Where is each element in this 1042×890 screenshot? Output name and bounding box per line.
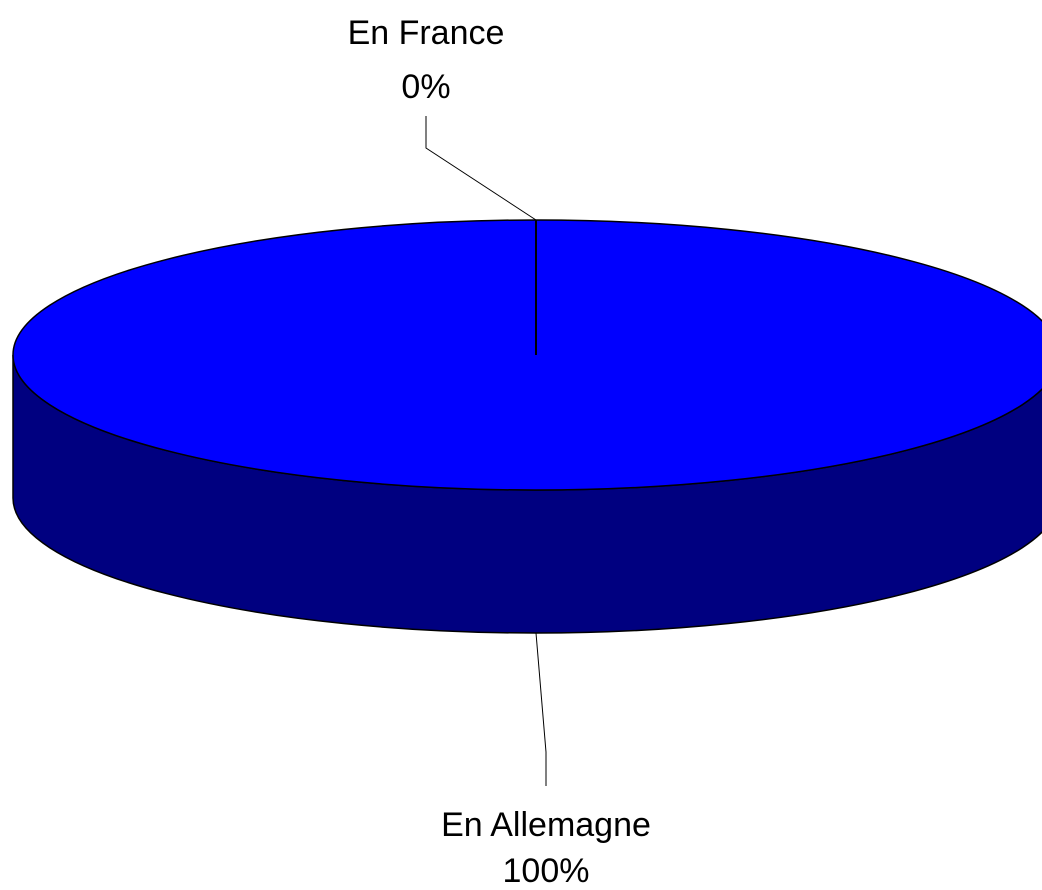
- leader-line-en-allemagne: [535, 632, 547, 786]
- data-value-en-allemagne: 100%: [503, 852, 590, 890]
- slice-en-allemagne: [12, 219, 1042, 634]
- data-value-en-france: 0%: [401, 68, 450, 106]
- data-label-en-france: En France: [348, 14, 505, 52]
- leader-line-en-france: [425, 116, 537, 221]
- pie-slice-top-en-allemagne: [12, 219, 1042, 491]
- data-label-en-allemagne: En Allemagne: [441, 806, 651, 844]
